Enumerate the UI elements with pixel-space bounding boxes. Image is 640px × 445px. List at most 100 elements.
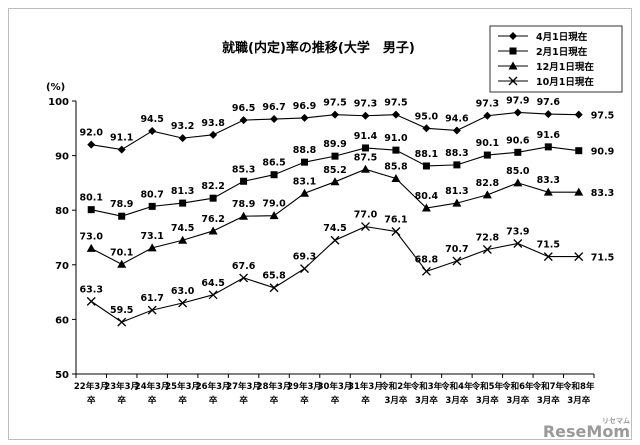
series-diamond: 92.0 91.1 94.5 93.2 93.8 96.5 96.7 96.9 97.5 97.3…	[80, 95, 614, 154]
x-tick-label: 23年3月	[104, 381, 139, 392]
data-label: 73.0	[80, 231, 104, 242]
data-point	[391, 227, 401, 236]
marker-stroke	[269, 283, 279, 293]
marker-stroke	[208, 290, 218, 300]
data-point	[421, 203, 431, 212]
data-point	[269, 283, 279, 293]
data-label: 63.0	[171, 286, 195, 297]
x-tick-label: 30年3月	[318, 381, 353, 392]
data-label: 96.9	[293, 101, 316, 112]
data-point	[574, 110, 583, 119]
marker-stroke	[452, 256, 462, 266]
data-point	[422, 124, 431, 133]
legend-label: 10月1日現在	[536, 76, 594, 88]
data-point	[544, 143, 552, 151]
chart-title: 就職(内定)率の推移(大学 男子)	[222, 40, 415, 56]
x-tick-label: 3月卒	[384, 395, 407, 406]
data-point	[148, 127, 157, 136]
marker-stroke	[300, 264, 309, 274]
data-point	[86, 296, 96, 306]
series-square: 80.1 78.9 80.7 81.3 82.2 85.3 86.5 88.8 89.9 91.4…	[80, 130, 614, 220]
legend-label: 4月1日現在	[536, 31, 588, 43]
data-label: 97.6	[537, 97, 561, 108]
data-point	[360, 164, 370, 173]
marker-stroke	[508, 76, 518, 86]
data-label: 61.7	[140, 293, 163, 304]
data-point	[544, 110, 553, 119]
data-point	[575, 147, 583, 155]
data-point	[300, 113, 309, 122]
series-x: 63.3 59.5 61.7 63.0 64.5 67.6 65.8 69.3 74.5 77.0…	[80, 210, 614, 327]
data-label: 97.3	[476, 99, 499, 110]
data-point	[300, 188, 310, 197]
legend-marker	[509, 32, 517, 40]
data-point	[179, 199, 187, 207]
x-tick-label: 令和4年	[440, 381, 473, 392]
data-point	[87, 140, 96, 149]
data-label: 72.8	[476, 233, 500, 244]
data-point	[209, 130, 218, 139]
data-label: 82.2	[201, 181, 224, 192]
data-label: 86.5	[262, 158, 285, 169]
data-label: 97.3	[354, 99, 377, 110]
data-label: 74.5	[323, 223, 346, 234]
data-label: 89.9	[323, 139, 346, 150]
data-label: 91.6	[537, 130, 561, 141]
y-tick-label: 60	[55, 315, 69, 326]
legend-marker	[508, 61, 518, 70]
data-point	[330, 235, 340, 245]
data-label: 71.5	[591, 253, 614, 264]
x-tick-label: 3月卒	[537, 395, 560, 406]
legend: 4月1日現在 2月1日現在 12月1日現在 10月1日現在	[489, 25, 623, 93]
marker-stroke	[513, 239, 523, 248]
data-point	[330, 177, 340, 186]
x-tick-label: 卒	[117, 395, 126, 406]
data-point	[513, 108, 522, 117]
data-label: 85.3	[232, 164, 255, 175]
data-point	[147, 305, 157, 315]
data-label: 80.1	[80, 193, 103, 204]
data-label: 79.0	[262, 199, 286, 210]
data-label: 91.4	[354, 131, 378, 142]
data-point	[269, 211, 279, 220]
data-label: 80.4	[415, 191, 439, 202]
marker-stroke	[117, 317, 127, 327]
y-tick-label: 70	[55, 261, 69, 272]
x-tick-label: 卒	[270, 395, 279, 406]
data-label: 83.3	[537, 175, 560, 186]
data-label: 76.1	[384, 214, 407, 225]
marker-stroke	[361, 222, 370, 232]
data-label: 73.1	[140, 231, 163, 242]
data-label: 91.1	[110, 133, 133, 144]
marker-stroke	[482, 245, 492, 254]
data-point	[239, 273, 249, 283]
data-label: 70.1	[110, 247, 133, 258]
legend-label: 2月1日現在	[536, 46, 588, 58]
data-label: 97.9	[506, 95, 529, 106]
legend-item: 12月1日現在	[498, 61, 594, 73]
data-point	[482, 190, 492, 199]
marker-stroke	[147, 305, 157, 315]
marker-stroke	[86, 296, 96, 306]
data-label: 92.0	[80, 128, 104, 139]
marker-stroke	[543, 252, 553, 262]
data-point	[514, 148, 522, 156]
marker-stroke	[391, 227, 401, 236]
x-tick-label: 令和8年	[562, 381, 595, 392]
data-point	[483, 151, 491, 159]
data-point	[300, 264, 309, 274]
data-label: 96.5	[232, 103, 255, 114]
data-label: 63.3	[80, 284, 103, 295]
data-label: 71.5	[537, 240, 560, 251]
x-tick-label: 令和2年	[379, 381, 412, 392]
data-label: 81.3	[445, 186, 468, 197]
x-tick-label: 令和3年	[410, 381, 443, 392]
data-label: 87.5	[354, 152, 377, 163]
data-point	[178, 235, 188, 244]
data-point	[422, 162, 430, 170]
data-point	[301, 158, 309, 166]
data-label: 88.8	[293, 145, 317, 156]
data-point	[118, 212, 126, 220]
data-label: 90.9	[591, 147, 614, 158]
